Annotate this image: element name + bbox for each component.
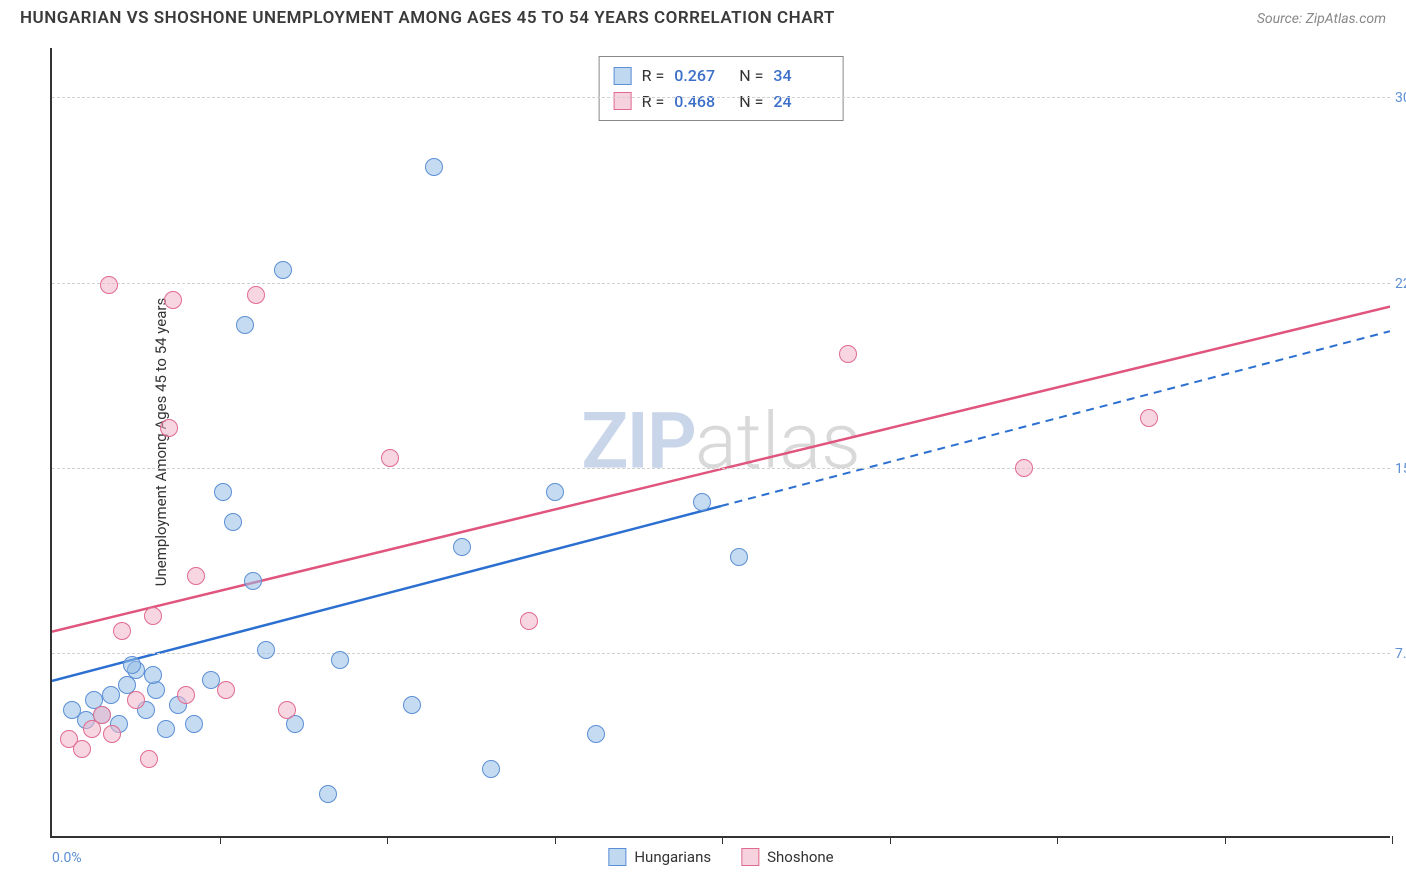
gridline: 22.5% [52,283,1390,284]
stats-box: R = 0.267 N = 34 R = 0.468 N = 24 [599,56,844,121]
x-tick [555,836,556,844]
data-point-shoshone [278,701,296,719]
gridline: 7.5% [52,653,1390,654]
x-tick [890,836,891,844]
data-point-hungarians [102,686,120,704]
data-point-shoshone [217,681,235,699]
data-point-shoshone [140,750,158,768]
data-point-hungarians [257,641,275,659]
x-tick [1392,836,1393,844]
data-point-hungarians [319,785,337,803]
chart-title: HUNGARIAN VS SHOSHONE UNEMPLOYMENT AMONG… [20,8,835,28]
r-value-shoshone: 0.468 [674,89,729,115]
data-point-hungarians [274,261,292,279]
watermark-part2: atlas [695,397,861,488]
legend-swatch-shoshone-icon [741,848,759,866]
data-point-hungarians [224,513,242,531]
data-point-hungarians [453,538,471,556]
data-point-hungarians [236,316,254,334]
data-point-hungarians [482,760,500,778]
legend-item-shoshone: Shoshone [741,848,834,866]
chart-source: Source: ZipAtlas.com [1257,11,1386,27]
y-axis-title: Unemployment Among Ages 45 to 54 years [152,298,170,586]
data-point-shoshone [520,612,538,630]
data-point-hungarians [244,572,262,590]
chart-header: HUNGARIAN VS SHOSHONE UNEMPLOYMENT AMONG… [0,0,1406,32]
x-tick [387,836,388,844]
data-point-hungarians [331,651,349,669]
data-point-shoshone [1015,459,1033,477]
plot-region: ZIPatlas Unemployment Among Ages 45 to 5… [50,48,1390,838]
data-point-shoshone [113,622,131,640]
stats-row-shoshone: R = 0.468 N = 24 [614,89,829,115]
x-axis-start-label: 0.0% [52,850,82,866]
data-point-shoshone [1140,409,1158,427]
data-point-shoshone [164,291,182,309]
r-label-2: R = [642,89,665,115]
data-point-shoshone [381,449,399,467]
data-point-shoshone [100,276,118,294]
watermark: ZIPatlas [581,397,860,488]
x-tick [722,836,723,844]
x-tick [1225,836,1226,844]
data-point-hungarians [403,696,421,714]
data-point-shoshone [187,567,205,585]
n-value-shoshone: 24 [773,89,828,115]
data-point-shoshone [160,419,178,437]
y-tick-label: 30.0% [1395,90,1406,106]
data-point-hungarians [425,158,443,176]
data-point-hungarians [144,666,162,684]
data-point-shoshone [177,686,195,704]
data-point-hungarians [546,483,564,501]
swatch-hungarians-icon [614,67,632,85]
data-point-hungarians [123,656,141,674]
trend-lines [52,48,1390,836]
data-point-shoshone [247,286,265,304]
data-point-shoshone [839,345,857,363]
legend-label-hungarians: Hungarians [634,848,711,866]
data-point-shoshone [93,706,111,724]
n-label-2: N = [739,89,763,115]
data-point-shoshone [103,725,121,743]
data-point-hungarians [730,548,748,566]
n-label: N = [739,63,763,89]
data-point-shoshone [73,740,91,758]
legend-item-hungarians: Hungarians [608,848,711,866]
swatch-shoshone-icon [614,92,632,110]
r-value-hungarians: 0.267 [674,63,729,89]
y-tick-label: 22.5% [1395,276,1406,292]
n-value-hungarians: 34 [773,63,828,89]
y-tick-label: 15.0% [1395,461,1406,477]
data-point-shoshone [144,607,162,625]
chart-area: ZIPatlas Unemployment Among Ages 45 to 5… [50,48,1390,838]
x-tick [220,836,221,844]
r-label: R = [642,63,665,89]
y-tick-label: 7.5% [1395,646,1406,662]
gridline: 30.0% [52,97,1390,98]
watermark-part1: ZIP [581,397,695,488]
data-point-hungarians [693,493,711,511]
x-tick [1057,836,1058,844]
data-point-hungarians [185,715,203,733]
legend-swatch-hungarians-icon [608,848,626,866]
legend-label-shoshone: Shoshone [767,848,834,866]
data-point-hungarians [157,720,175,738]
legend: Hungarians Shoshone [608,848,833,866]
data-point-hungarians [214,483,232,501]
gridline: 15.0% [52,468,1390,469]
data-point-shoshone [127,691,145,709]
data-point-hungarians [587,725,605,743]
stats-row-hungarians: R = 0.267 N = 34 [614,63,829,89]
